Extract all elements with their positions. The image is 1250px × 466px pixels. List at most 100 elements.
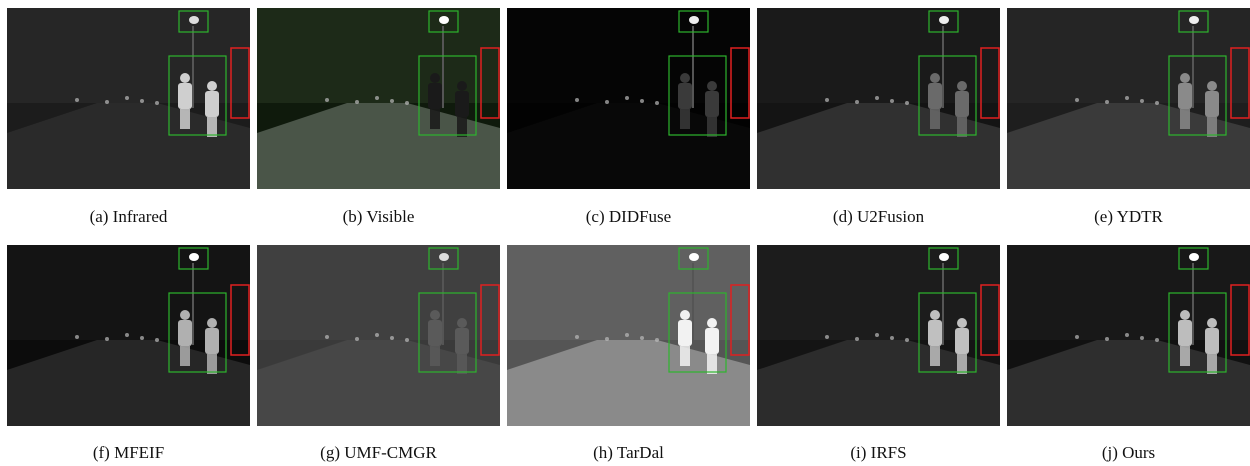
person-legs — [957, 354, 967, 374]
image-panel — [507, 8, 750, 189]
person-body — [678, 83, 692, 109]
image-panel — [507, 245, 750, 426]
light — [825, 335, 829, 339]
person-body — [955, 91, 969, 117]
person-legs — [707, 354, 717, 374]
light — [325, 335, 329, 339]
image-panel — [7, 8, 250, 189]
light — [140, 336, 144, 340]
light — [75, 98, 79, 102]
person-head — [1180, 73, 1190, 83]
light — [125, 96, 129, 100]
person-head — [680, 73, 690, 83]
light — [1075, 335, 1079, 339]
light — [1105, 337, 1109, 341]
light — [855, 100, 859, 104]
person-body — [455, 328, 469, 354]
light — [1155, 101, 1159, 105]
light — [655, 338, 659, 342]
person-body — [455, 91, 469, 117]
person-head — [957, 318, 967, 328]
person-head — [707, 81, 717, 91]
light — [355, 337, 359, 341]
person-body — [955, 328, 969, 354]
lamp — [439, 16, 449, 24]
person-legs — [180, 109, 190, 129]
page: (a) Infrared(b) Visible(c) DIDFuse(d) U2… — [0, 0, 1250, 466]
person-body — [178, 83, 192, 109]
person-legs — [430, 346, 440, 366]
image-panel — [757, 8, 1000, 189]
person-head — [457, 318, 467, 328]
person-body — [928, 83, 942, 109]
caption: (i) IRFS — [850, 443, 906, 462]
light — [155, 101, 159, 105]
caption: (b) Visible — [343, 207, 415, 226]
figure: (a) Infrared(b) Visible(c) DIDFuse(d) U2… — [0, 0, 1250, 466]
light — [390, 99, 394, 103]
person-body — [428, 83, 442, 109]
light — [355, 100, 359, 104]
lamp — [1189, 253, 1199, 261]
image-panel — [757, 245, 1000, 426]
caption: (h) TarDal — [593, 443, 664, 462]
light — [905, 338, 909, 342]
person-body — [205, 328, 219, 354]
lamp — [189, 16, 199, 24]
caption: (c) DIDFuse — [586, 207, 671, 226]
person-legs — [207, 354, 217, 374]
person-legs — [180, 346, 190, 366]
light — [890, 99, 894, 103]
light — [855, 337, 859, 341]
person-body — [1178, 320, 1192, 346]
caption: (g) UMF-CMGR — [320, 443, 437, 462]
light — [390, 336, 394, 340]
person-legs — [457, 117, 467, 137]
person-legs — [1180, 109, 1190, 129]
person-head — [180, 73, 190, 83]
lamp — [689, 253, 699, 261]
person-body — [1178, 83, 1192, 109]
person-head — [1207, 318, 1217, 328]
light — [905, 101, 909, 105]
person-body — [178, 320, 192, 346]
image-panel — [1007, 8, 1250, 189]
light — [1125, 96, 1129, 100]
light — [875, 96, 879, 100]
light — [325, 98, 329, 102]
light — [1075, 98, 1079, 102]
person-body — [1205, 328, 1219, 354]
lamp — [1189, 16, 1199, 24]
person-legs — [1207, 117, 1217, 137]
person-head — [180, 310, 190, 320]
person-legs — [457, 354, 467, 374]
light — [75, 335, 79, 339]
person-legs — [680, 346, 690, 366]
image-panel — [257, 8, 500, 189]
image-panel — [7, 245, 250, 426]
light — [640, 336, 644, 340]
person-head — [680, 310, 690, 320]
person-head — [207, 318, 217, 328]
light — [140, 99, 144, 103]
image-panel — [1007, 245, 1250, 426]
light — [640, 99, 644, 103]
light — [625, 333, 629, 337]
person-head — [207, 81, 217, 91]
person-head — [930, 310, 940, 320]
person-legs — [680, 109, 690, 129]
person-head — [1180, 310, 1190, 320]
person-head — [457, 81, 467, 91]
person-head — [957, 81, 967, 91]
person-legs — [930, 109, 940, 129]
lamp — [689, 16, 699, 24]
light — [375, 96, 379, 100]
person-body — [705, 328, 719, 354]
light — [1125, 333, 1129, 337]
caption: (e) YDTR — [1094, 207, 1163, 226]
person-body — [678, 320, 692, 346]
light — [1140, 99, 1144, 103]
person-legs — [957, 117, 967, 137]
light — [625, 96, 629, 100]
light — [155, 338, 159, 342]
